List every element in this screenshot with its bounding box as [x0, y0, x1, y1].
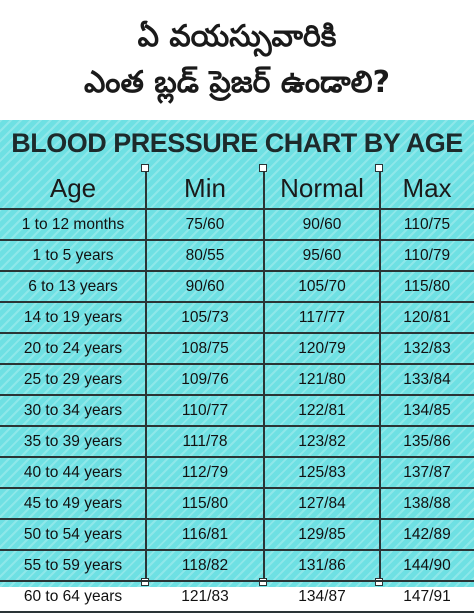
max-cell: 135/86 [403, 432, 451, 450]
max-cell: 132/83 [403, 339, 451, 357]
min-cell: 75/60 [185, 215, 225, 233]
table-row: 25 to 29 years 109/76 121/80 133/84 [0, 365, 474, 396]
normal-cell: 131/86 [298, 556, 346, 574]
normal-cell: 121/80 [298, 370, 346, 388]
min-cell: 80/55 [185, 246, 225, 264]
table-title: BLOOD PRESSURE CHART BY AGE [11, 128, 463, 158]
column-header-max: Max [402, 172, 452, 203]
age-cell: 50 to 54 years [23, 525, 123, 543]
normal-cell: 125/83 [298, 463, 346, 481]
age-cell: 40 to 44 years [23, 463, 123, 481]
age-cell: 1 to 5 years [32, 246, 114, 264]
normal-cell: 95/60 [302, 246, 342, 264]
min-cell: 121/83 [181, 587, 229, 605]
min-cell: 110/77 [181, 401, 229, 419]
table-row: 1 to 12 months 75/60 90/60 110/75 [0, 210, 474, 241]
max-cell: 115/80 [403, 277, 451, 295]
header-line-2: ఎంత బ్లడ్ ప్రెజర్ ఉండాలి? [83, 65, 391, 100]
normal-cell: 127/84 [298, 494, 346, 512]
table-body: 1 to 12 months 75/60 90/60 110/75 1 to 5 yea… [0, 210, 474, 613]
max-cell: 144/90 [403, 556, 451, 574]
table-row: 40 to 44 years 112/79 125/83 137/87 [0, 458, 474, 489]
max-cell: 147/91 [403, 587, 451, 605]
min-cell: 116/81 [181, 525, 229, 543]
age-cell: 1 to 12 months [21, 215, 125, 233]
min-cell: 112/79 [181, 463, 229, 481]
table-row: 30 to 34 years 110/77 122/81 134/85 [0, 396, 474, 427]
normal-cell: 120/79 [298, 339, 346, 357]
table-row: 6 to 13 years 90/60 105/70 115/80 [0, 272, 474, 303]
column-divider [141, 164, 149, 586]
age-cell: 55 to 59 years [23, 556, 123, 574]
header-line-1: ఏ వయస్సువారికి [137, 19, 337, 54]
max-cell: 138/88 [403, 494, 451, 512]
age-cell: 60 to 64 years [23, 587, 123, 605]
max-cell: 137/87 [403, 463, 451, 481]
age-cell: 35 to 39 years [23, 432, 123, 450]
max-cell: 134/85 [403, 401, 451, 419]
max-cell: 110/75 [403, 215, 451, 233]
telugu-header: ఏ వయస్సువారికి ఎంత బ్లడ్ ప్రెజర్ ఉండాలి? [0, 0, 474, 120]
table-row: 35 to 39 years 111/78 123/82 135/86 [0, 427, 474, 458]
age-cell: 20 to 24 years [23, 339, 123, 357]
min-cell: 108/75 [181, 339, 229, 357]
normal-cell: 122/81 [298, 401, 346, 419]
age-cell: 45 to 49 years [23, 494, 123, 512]
age-cell: 14 to 19 years [23, 308, 123, 326]
age-cell: 30 to 34 years [23, 401, 123, 419]
min-cell: 90/60 [185, 277, 225, 295]
age-cell: 6 to 13 years [28, 277, 118, 295]
normal-cell: 105/70 [298, 277, 346, 295]
max-cell: 142/89 [403, 525, 451, 543]
column-divider [259, 164, 267, 586]
table-row: 45 to 49 years 115/80 127/84 138/88 [0, 489, 474, 520]
min-cell: 118/82 [181, 556, 229, 574]
normal-cell: 123/82 [298, 432, 346, 450]
normal-cell: 129/85 [298, 525, 346, 543]
column-header-normal: Normal [280, 172, 364, 203]
max-cell: 133/84 [403, 370, 451, 388]
table-header-row: Age Min Normal Max [0, 168, 474, 210]
age-cell: 25 to 29 years [23, 370, 123, 388]
min-cell: 115/80 [181, 494, 229, 512]
table-row: 55 to 59 years 118/82 131/86 144/90 [0, 551, 474, 582]
table-row: 50 to 54 years 116/81 129/85 142/89 [0, 520, 474, 551]
max-cell: 110/79 [403, 246, 451, 264]
min-cell: 109/76 [181, 370, 229, 388]
normal-cell: 134/87 [298, 587, 346, 605]
column-header-age: Age [49, 172, 97, 203]
column-divider [375, 164, 383, 586]
min-cell: 105/73 [181, 308, 229, 326]
min-cell: 111/78 [182, 432, 228, 450]
normal-cell: 90/60 [302, 215, 342, 233]
table-row: 20 to 24 years 108/75 120/79 132/83 [0, 334, 474, 365]
table-row: 1 to 5 years 80/55 95/60 110/79 [0, 241, 474, 272]
normal-cell: 117/77 [298, 308, 346, 326]
table-row: 14 to 19 years 105/73 117/77 120/81 [0, 303, 474, 334]
max-cell: 120/81 [403, 308, 451, 326]
column-header-min: Min [184, 172, 226, 203]
blood-pressure-table: BLOOD PRESSURE CHART BY AGE Age Min Norm… [0, 120, 474, 613]
